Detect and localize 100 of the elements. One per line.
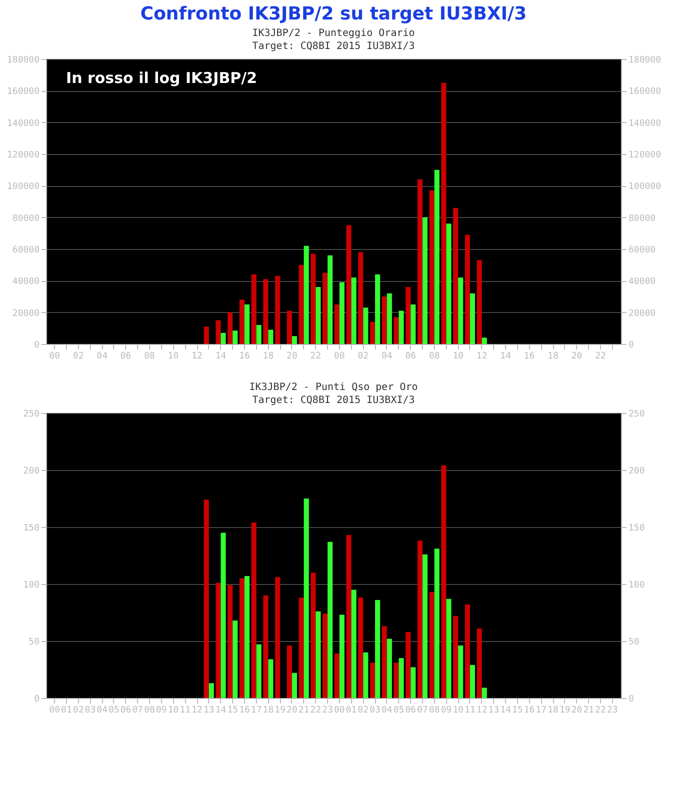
x-tick-label: 22	[595, 706, 606, 716]
bar	[382, 296, 387, 344]
y2-tick-label: 160000	[628, 87, 662, 98]
bar	[275, 577, 280, 698]
y-tick-label: 120000	[6, 150, 40, 160]
x-tick-label: 08	[428, 706, 440, 716]
y-tick-label: 150	[23, 524, 40, 534]
bar	[228, 312, 233, 344]
bar	[298, 264, 304, 344]
bar	[406, 287, 411, 344]
x-tick-label: 17	[536, 706, 547, 716]
bar	[398, 658, 404, 698]
x-tick-label: 21	[298, 706, 310, 716]
y-tick-label: 50	[28, 638, 40, 648]
x-tick-label: 22	[595, 352, 606, 362]
bar	[339, 282, 344, 344]
x-tick-label: 12	[476, 352, 488, 362]
x-tick-label: 11	[180, 706, 191, 716]
bar	[322, 272, 328, 344]
x-tick-label: 00	[49, 706, 60, 716]
x-tick-label: 20	[286, 706, 298, 716]
bar	[476, 628, 482, 698]
x-tick-label: 02	[72, 706, 84, 716]
x-tick-label: 08	[144, 352, 155, 362]
bar	[310, 572, 316, 698]
bar	[304, 246, 309, 344]
bar	[429, 592, 434, 698]
x-tick-label: 01	[61, 706, 72, 716]
x-tick-label: 18	[548, 706, 558, 716]
bar	[458, 646, 464, 698]
x-tick-label: 19	[560, 706, 570, 716]
x-tick-label: 03	[84, 706, 96, 716]
y2-tick-label: 80000	[628, 214, 656, 224]
x-tick-label: 06	[120, 706, 132, 716]
bar	[398, 310, 404, 344]
bar	[394, 317, 399, 344]
bar	[470, 664, 476, 698]
bar	[239, 300, 244, 344]
y2-tick-label: 140000	[628, 118, 662, 129]
x-tick-label: 05	[108, 706, 120, 716]
bar	[251, 274, 256, 344]
bar	[328, 255, 333, 344]
bar	[375, 600, 380, 698]
y2-tick-label: 0	[628, 340, 634, 350]
bar	[228, 585, 233, 698]
x-tick-label: 00	[334, 352, 345, 362]
bar	[232, 620, 238, 698]
x-tick-label: 09	[156, 706, 167, 716]
bar	[351, 278, 356, 344]
bar	[334, 304, 340, 344]
x-tick-label: 08	[428, 352, 440, 362]
x-tick-label: 21	[583, 706, 594, 716]
x-tick-label: 12	[192, 352, 202, 362]
bar	[220, 332, 226, 344]
y2-tick-label: 40000	[628, 277, 656, 288]
bar	[482, 688, 487, 698]
x-tick-label: 12	[476, 706, 488, 716]
y-tick-label: 100000	[6, 182, 40, 192]
bar	[476, 260, 482, 344]
x-tick-label: 16	[239, 352, 250, 362]
bar	[256, 644, 262, 698]
bar	[406, 632, 411, 698]
y-tick-label: 20000	[12, 308, 40, 319]
x-tick-label: 06	[405, 352, 416, 362]
x-tick-label: 19	[274, 706, 286, 716]
y-tick-label: 140000	[6, 118, 40, 129]
x-tick-label: 10	[168, 706, 179, 716]
bar	[204, 326, 209, 344]
annotation: In rosso il log IK3JBP/2	[66, 69, 258, 87]
bar	[298, 598, 304, 698]
y-tick-label: 200	[23, 466, 40, 476]
x-tick-label: 16	[239, 706, 250, 716]
bar	[346, 534, 352, 698]
bar	[441, 465, 446, 698]
bar	[453, 616, 458, 698]
bar	[446, 224, 452, 344]
bar	[232, 330, 238, 344]
bar	[386, 293, 392, 344]
bar	[434, 548, 440, 698]
bar	[422, 554, 428, 698]
y2-tick-label: 100	[628, 580, 645, 590]
x-tick-label: 22	[310, 352, 322, 362]
x-tick-label: 09	[440, 706, 452, 716]
bar	[410, 667, 416, 698]
y-tick-label: 160000	[6, 87, 40, 98]
x-tick-label: 10	[452, 352, 464, 362]
x-tick-label: 18	[548, 352, 558, 362]
bar	[239, 578, 244, 698]
bar	[370, 662, 376, 698]
bar	[208, 683, 214, 698]
bar	[268, 330, 274, 344]
bar	[394, 662, 399, 698]
x-tick-label: 14	[500, 352, 512, 362]
x-tick-label: 07	[417, 706, 428, 716]
bar	[446, 598, 452, 698]
x-tick-label: 13	[488, 706, 500, 716]
y-tick-label: 0	[34, 694, 40, 704]
bar	[328, 542, 333, 698]
chart-title: IK3JBP/2 - Punti Qso per Oro	[249, 382, 418, 393]
chart-title: IK3JBP/2 - Punteggio Orario	[252, 28, 415, 39]
